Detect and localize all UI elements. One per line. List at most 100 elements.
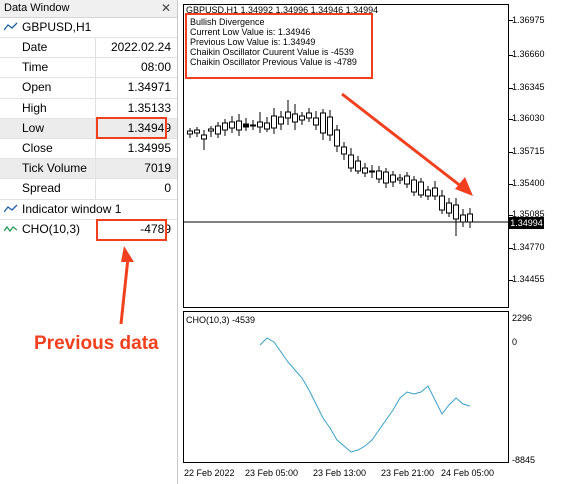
info-line: Previous Low Value is: 1.34949 — [190, 37, 316, 47]
symbol-section[interactable]: GBPUSD,H1 — [0, 18, 177, 38]
price-label: 1.34770 — [512, 242, 545, 252]
row-value: 1.34971 — [127, 80, 171, 95]
oscillator-header: CHO(10,3) -4539 — [186, 315, 256, 325]
candle-body — [306, 112, 312, 119]
symbol-label: GBPUSD,H1 — [22, 20, 92, 34]
candle-body — [397, 177, 403, 181]
previous-data-label: Previous data — [34, 333, 159, 354]
price-chart-frame[interactable] — [183, 4, 509, 308]
row-label: Time — [22, 60, 49, 75]
candle-body — [348, 154, 354, 169]
info-line: Chaikin Oscillator Previous Value is -47… — [190, 57, 357, 67]
time-label: 23 Feb 21:00 — [381, 468, 435, 478]
row-value: 2022.02.24 — [110, 40, 171, 54]
row-value: 1.35133 — [127, 100, 171, 115]
row-value: 08:00 — [140, 60, 171, 75]
candle-body — [439, 195, 445, 211]
price-label: 1.36660 — [512, 49, 545, 59]
row-time: Time 08:00 — [0, 58, 177, 79]
candle-body — [229, 121, 235, 129]
candle-body — [201, 134, 207, 140]
row-high: High 1.35133 — [0, 98, 177, 119]
osc-label: 2296 — [512, 313, 533, 323]
candlestick-series — [184, 100, 509, 453]
price-label: 1.35715 — [512, 146, 545, 156]
candle-body — [243, 123, 249, 128]
arrow-down-right-icon — [455, 177, 473, 196]
candle-body — [404, 175, 410, 185]
row-tick-volume: Tick Volume 7019 — [0, 159, 177, 180]
time-label: 23 Feb 05:00 — [245, 468, 299, 478]
row-label: Open — [22, 80, 52, 95]
candle-body — [411, 179, 417, 193]
data-window-titlebar: Data Window ✕ — [0, 0, 177, 18]
candle-body — [460, 214, 466, 223]
info-line: Current Low Value is: 1.34946 — [190, 27, 311, 37]
time-label: 24 Feb 05:00 — [441, 468, 495, 478]
price-label: 1.35085 — [512, 209, 545, 219]
oscillator-frame[interactable] — [183, 311, 509, 463]
candle-body — [215, 125, 221, 135]
low-value-highlight — [96, 117, 167, 139]
price-label: 1.35400 — [512, 178, 545, 188]
row-value: 0 — [164, 181, 171, 196]
price-label: 1.36030 — [512, 113, 545, 123]
candle-body — [383, 171, 389, 184]
candle-body — [285, 111, 291, 119]
candle-body — [453, 204, 459, 220]
candle-body — [425, 189, 431, 197]
candle-body — [278, 116, 284, 125]
candle-body — [334, 129, 340, 147]
indicator-value-highlight — [96, 219, 167, 241]
candle-body — [341, 146, 347, 155]
chart-header: GBPUSD,H1 1.34992 1.34996 1.34946 1.3499… — [186, 5, 379, 15]
indicator-label: CHO(10,3) — [22, 221, 81, 236]
row-label: Date — [22, 40, 48, 54]
row-spread: Spread 0 — [0, 179, 177, 200]
chart-area[interactable]: GBPUSD,H1 1.34992 1.34996 1.34946 1.3499… — [182, 0, 561, 484]
row-label: Tick Volume — [22, 161, 87, 176]
candle-body — [313, 117, 319, 126]
time-label: 22 Feb 2022 — [184, 468, 235, 478]
info-line: Bullish Divergence — [190, 17, 265, 27]
candle-body — [194, 129, 200, 134]
candle-body — [250, 124, 256, 127]
data-window-title: Data Window — [4, 2, 70, 14]
row-label: High — [22, 100, 47, 115]
divergence-info-box: Bullish Divergence Current Low Value is:… — [185, 13, 373, 79]
data-window-panel: Data Window ✕ GBPUSD,H1 Date 2022.02.24 … — [0, 0, 178, 484]
row-label: Close — [22, 140, 53, 155]
chart-line-icon — [4, 204, 18, 212]
candle-body — [292, 113, 298, 123]
candle-body — [432, 187, 438, 197]
indicator-window-section[interactable]: Indicator window 1 — [0, 200, 177, 220]
row-indicator-cho: CHO(10,3) -4789 — [0, 220, 177, 239]
row-close: Close 1.34995 — [0, 138, 177, 160]
candle-body — [369, 170, 375, 173]
row-date: Date 2022.02.24 — [0, 38, 177, 59]
candle-body — [222, 122, 228, 131]
oscillator-icon — [4, 225, 18, 232]
time-label: 23 Feb 13:00 — [313, 468, 367, 478]
close-icon[interactable]: ✕ — [160, 1, 171, 15]
candle-body — [271, 115, 277, 129]
candle-body — [327, 116, 333, 136]
candle-body — [467, 213, 473, 223]
candle-body — [208, 128, 214, 132]
row-value: 7019 — [144, 161, 171, 176]
row-open: Open 1.34971 — [0, 78, 177, 99]
candle-body — [362, 167, 368, 174]
current-price-tag: 1.34994 — [509, 217, 544, 229]
row-label: Spread — [22, 181, 61, 196]
row-value: 1.34995 — [127, 140, 171, 155]
price-label: 1.36975 — [512, 15, 545, 25]
candle-body — [390, 174, 396, 183]
candle-body — [320, 112, 326, 134]
candle-body — [299, 115, 305, 121]
candle-body — [446, 202, 452, 214]
candle-body — [264, 122, 270, 130]
indicator-value: -4789 — [140, 221, 171, 236]
row-label: Low — [22, 120, 45, 135]
candle-body — [418, 181, 424, 196]
